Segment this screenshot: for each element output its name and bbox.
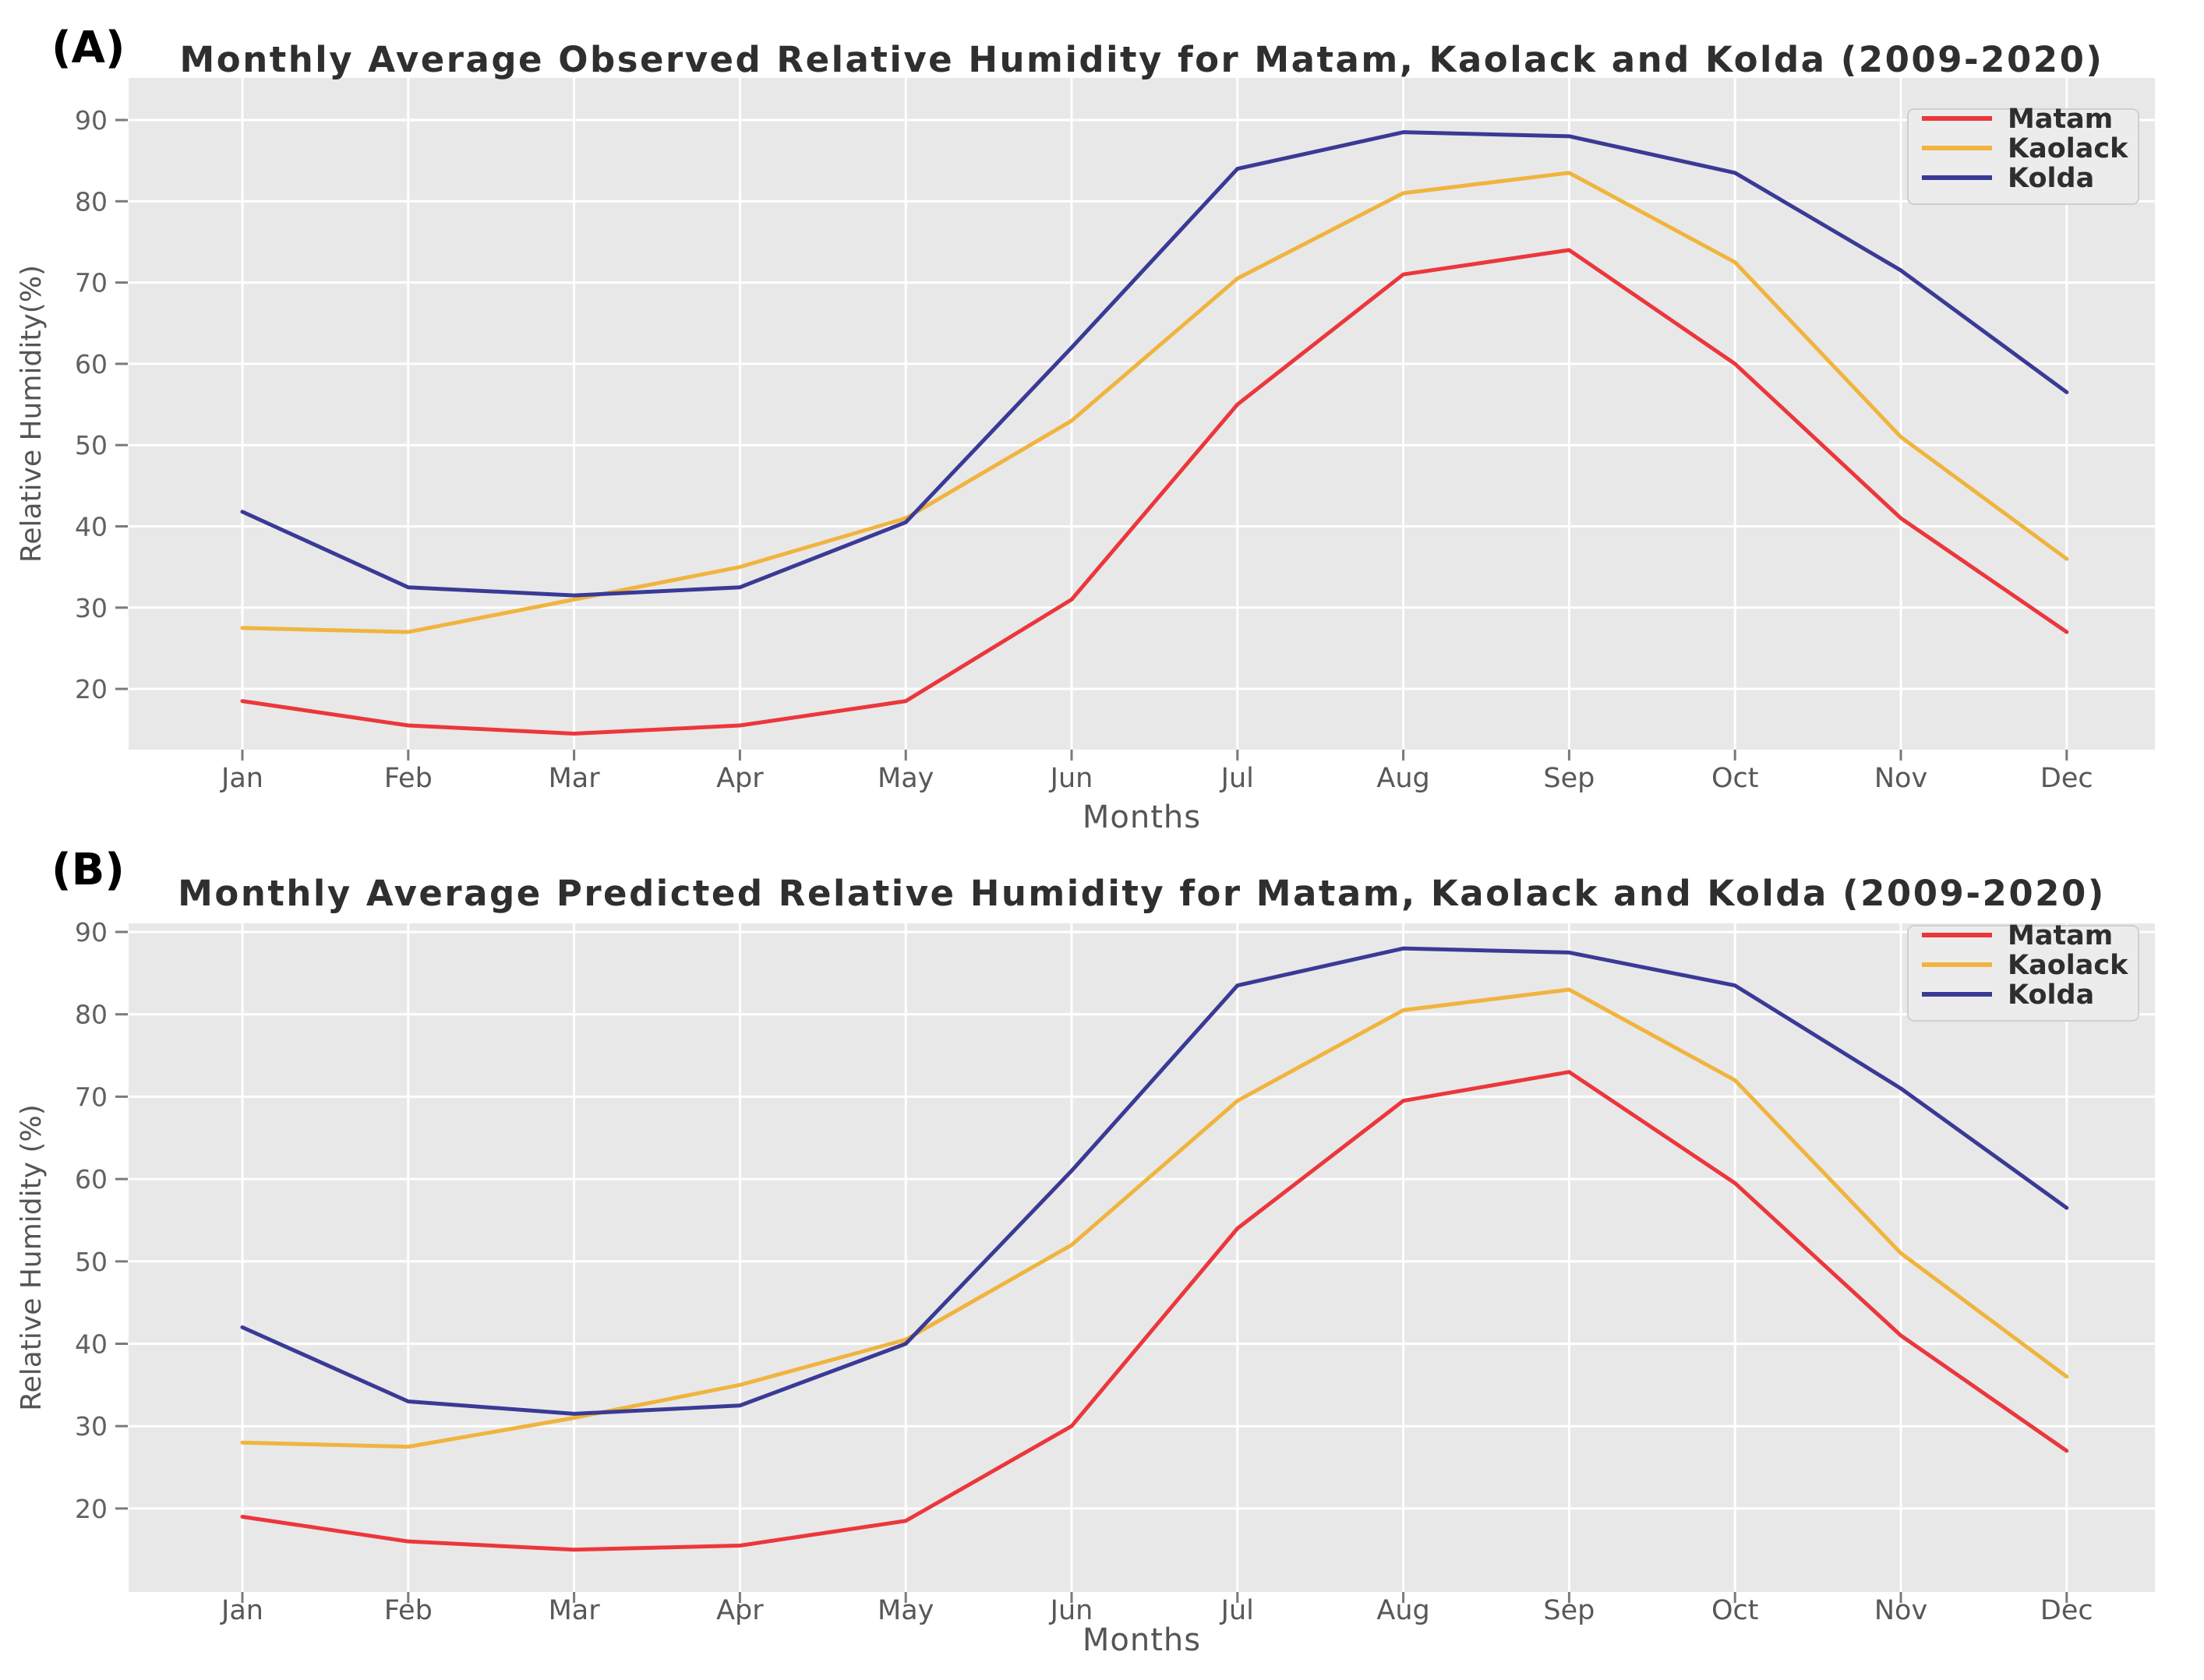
chart-predicted-svg: Jan Feb Mar Apr May Jun Jul Aug Sep Oct Nov Dec 20 30… [16, 845, 2155, 1658]
ytick-label-60: 60 [75, 1164, 108, 1195]
ytick-label-30: 30 [75, 1411, 108, 1442]
legend-label-kolda: Kolda [2008, 979, 2094, 1011]
ytick-label-80: 80 [75, 186, 108, 217]
ytick-label-40: 40 [75, 512, 108, 542]
series-line-matam [240, 1070, 2069, 1552]
ytick-label-40: 40 [75, 1329, 108, 1360]
plot-panel [129, 78, 2155, 750]
chart-section-observed: Jan Feb Mar Apr May Jun Jul Aug Sep Oct Nov Dec 20 30… [16, 23, 2155, 835]
ytick-label-30: 30 [75, 593, 108, 623]
month-label-nov: Nov [1874, 1595, 1927, 1626]
month-label-feb: Feb [384, 1595, 433, 1626]
month-label-may: May [878, 763, 934, 794]
month-label-oct: Oct [1711, 1595, 1759, 1626]
chart-observed-svg: Jan Feb Mar Apr May Jun Jul Aug Sep Oct Nov Dec 20 30… [16, 23, 2155, 835]
ytick-label-20: 20 [75, 1494, 108, 1524]
series-line-kaolack [240, 171, 2069, 634]
month-label-jan: Jan [220, 1595, 263, 1626]
month-label-jun: Jun [1049, 763, 1093, 794]
y-axis-label: Relative Humidity (%) [16, 1104, 48, 1411]
chart-title: Monthly Average Predicted Relative Humid… [178, 873, 2106, 914]
month-label-apr: Apr [716, 1595, 764, 1626]
month-label-oct: Oct [1711, 763, 1759, 794]
ytick-label-50: 50 [75, 1247, 108, 1277]
series-line-kaolack [240, 987, 2069, 1449]
month-label-apr: Apr [716, 763, 764, 794]
y-axis-label: Relative Humidity(%) [16, 265, 48, 563]
chart-title: Monthly Average Observed Relative Humidi… [180, 39, 2104, 80]
legend-label-matam: Matam [2008, 920, 2113, 951]
month-label-feb: Feb [384, 763, 433, 794]
legend-box [1907, 925, 2139, 1022]
corner-label: (B) [51, 845, 125, 895]
legend-label-kaolack: Kaolack [2008, 950, 2128, 981]
ytick-label-70: 70 [75, 268, 108, 298]
ytick-label-90: 90 [75, 917, 108, 948]
month-label-aug: Aug [1376, 1595, 1429, 1626]
ytick-label-80: 80 [75, 1000, 108, 1030]
month-label-may: May [878, 1595, 934, 1626]
month-label-mar: Mar [549, 763, 601, 794]
month-label-aug: Aug [1376, 763, 1429, 794]
month-label-mar: Mar [549, 1595, 601, 1626]
x-axis-label: Months [1083, 799, 1201, 835]
month-label-sep: Sep [1543, 763, 1595, 794]
plot-panel [129, 923, 2155, 1592]
legend-box [1907, 108, 2139, 205]
legend-label-kolda: Kolda [2008, 163, 2094, 194]
ytick-label-20: 20 [75, 674, 108, 704]
ytick-label-90: 90 [75, 105, 108, 136]
chart-section-predicted: Jan Feb Mar Apr May Jun Jul Aug Sep Oct Nov Dec 20 30… [0, 840, 2204, 1680]
month-label-nov: Nov [1874, 763, 1927, 794]
corner-label: (A) [51, 23, 125, 73]
ytick-label-50: 50 [75, 430, 108, 461]
x-axis-label: Months [1083, 1622, 1201, 1658]
month-label-dec: Dec [2040, 763, 2093, 794]
series-line-kolda [240, 946, 2069, 1416]
month-label-jan: Jan [220, 763, 263, 794]
month-label-jun: Jun [1049, 1595, 1093, 1626]
month-label-jul: Jul [1220, 763, 1254, 794]
legend-label-kaolack: Kaolack [2008, 133, 2128, 164]
legend-label-matam: Matam [2008, 104, 2113, 135]
month-label-dec: Dec [2040, 1595, 2093, 1626]
series-line-kolda [240, 130, 2069, 598]
month-label-jul: Jul [1220, 1595, 1254, 1626]
month-label-sep: Sep [1543, 1595, 1595, 1626]
series-line-matam [240, 248, 2069, 736]
ytick-label-70: 70 [75, 1082, 108, 1112]
ytick-label-60: 60 [75, 349, 108, 379]
